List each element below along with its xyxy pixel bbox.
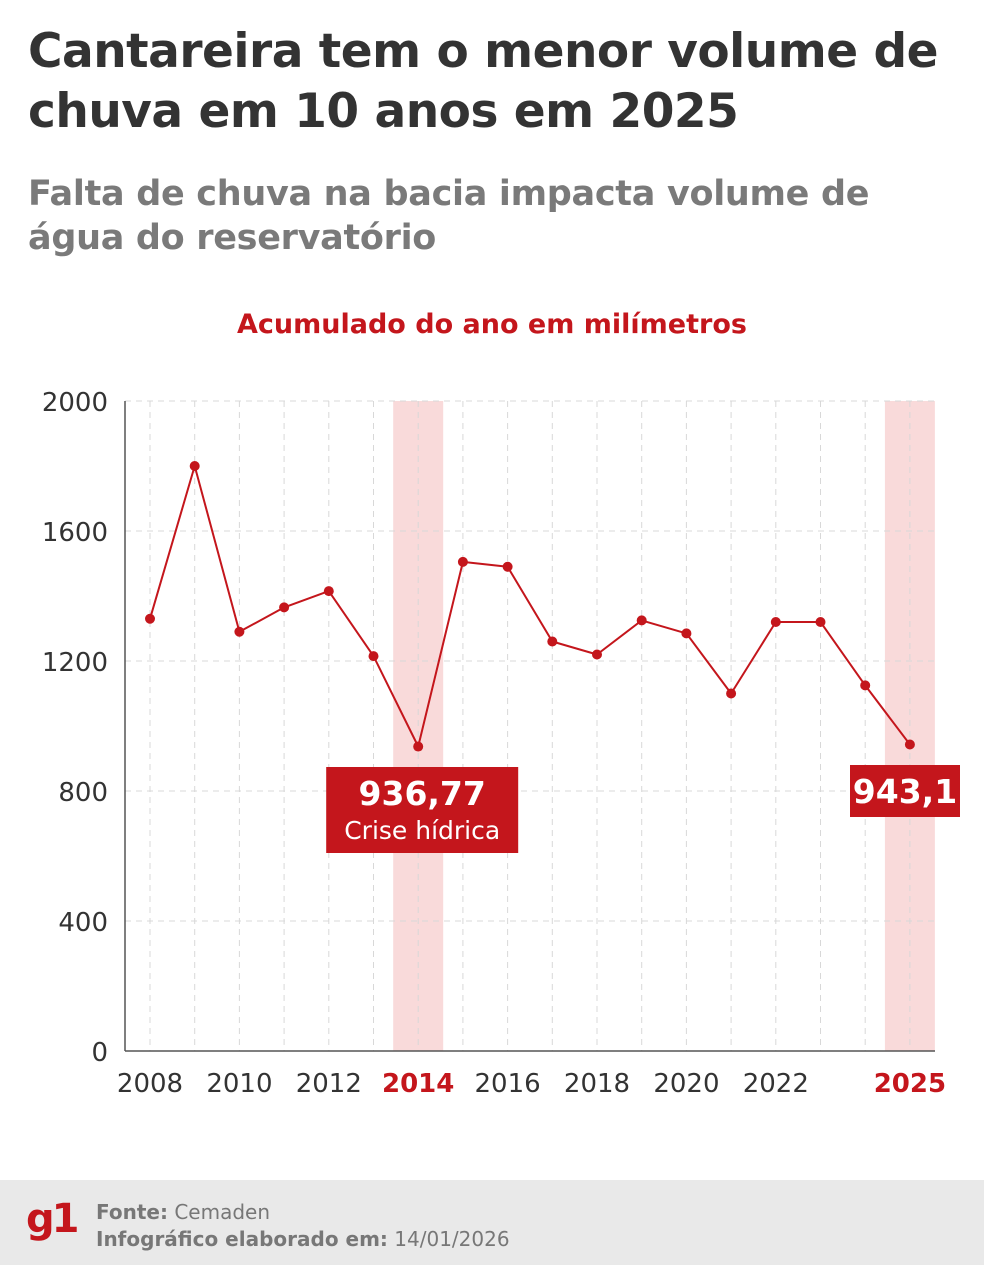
footer: g1 Fonte: Cemaden Infográfico elaborado … [0, 1180, 984, 1265]
data-point [457, 556, 468, 567]
data-point [592, 649, 602, 660]
source-label: Fonte: [96, 1200, 168, 1224]
data-point [323, 586, 334, 597]
x-tick-label: 2022 [743, 1069, 809, 1099]
data-point [726, 688, 737, 699]
y-tick-label: 1600 [42, 518, 108, 548]
data-point [145, 613, 155, 624]
data-point [547, 636, 558, 647]
page-subtitle: Falta de chuva na bacia impacta volume d… [28, 174, 870, 258]
annotation-box-2025 [850, 765, 960, 817]
data-point [279, 602, 290, 613]
y-tick-label: 0 [91, 1038, 108, 1068]
data-point [815, 617, 826, 627]
data-point [189, 461, 200, 471]
x-tick-label: 2010 [206, 1069, 272, 1099]
annotation-value-2025: 943,1 [853, 772, 957, 811]
x-tick-label: 2016 [475, 1069, 541, 1099]
data-point [368, 651, 379, 662]
data-point [413, 741, 424, 752]
x-tick-label: 2014 [382, 1069, 454, 1099]
x-tick-label: 2018 [564, 1069, 630, 1099]
source-line: Fonte: Cemaden [96, 1200, 270, 1224]
x-tick-label: 2012 [296, 1069, 362, 1099]
page-title: Cantareira tem o menor volume de chuva e… [28, 24, 938, 139]
y-tick-label: 1200 [42, 648, 108, 678]
series-line [149, 465, 911, 748]
y-tick-label: 2000 [42, 388, 108, 418]
date-label: Infográfico elaborado em: [96, 1227, 388, 1251]
annotation-value-2014: 936,77 [359, 774, 486, 813]
annotation-box-2014 [326, 767, 519, 853]
data-point [636, 615, 647, 626]
line-chart: 0 400 800 1200 1600 2000 2008 2010 2012 2014 2016 2… [42, 388, 960, 1099]
annotation-text-2014: Crise hídrica [344, 816, 500, 845]
x-tick-label: 2008 [117, 1069, 183, 1099]
date-value: 14/01/2026 [394, 1227, 510, 1251]
date-line: Infográfico elaborado em: 14/01/2026 [96, 1227, 510, 1251]
g1-logo: g1 [26, 1196, 79, 1242]
data-point [770, 617, 781, 627]
x-tick-label: 2020 [653, 1069, 719, 1099]
source-value: Cemaden [174, 1200, 270, 1224]
y-tick-label: 400 [58, 908, 108, 938]
y-tick-label: 800 [58, 778, 108, 808]
x-tick-label: 2025 [874, 1069, 946, 1099]
data-point [502, 561, 513, 572]
data-point [904, 739, 915, 750]
data-point [860, 680, 871, 691]
data-point [681, 628, 692, 639]
data-point [234, 626, 245, 637]
chart-title: Acumulado do ano em milímetros [237, 309, 747, 340]
